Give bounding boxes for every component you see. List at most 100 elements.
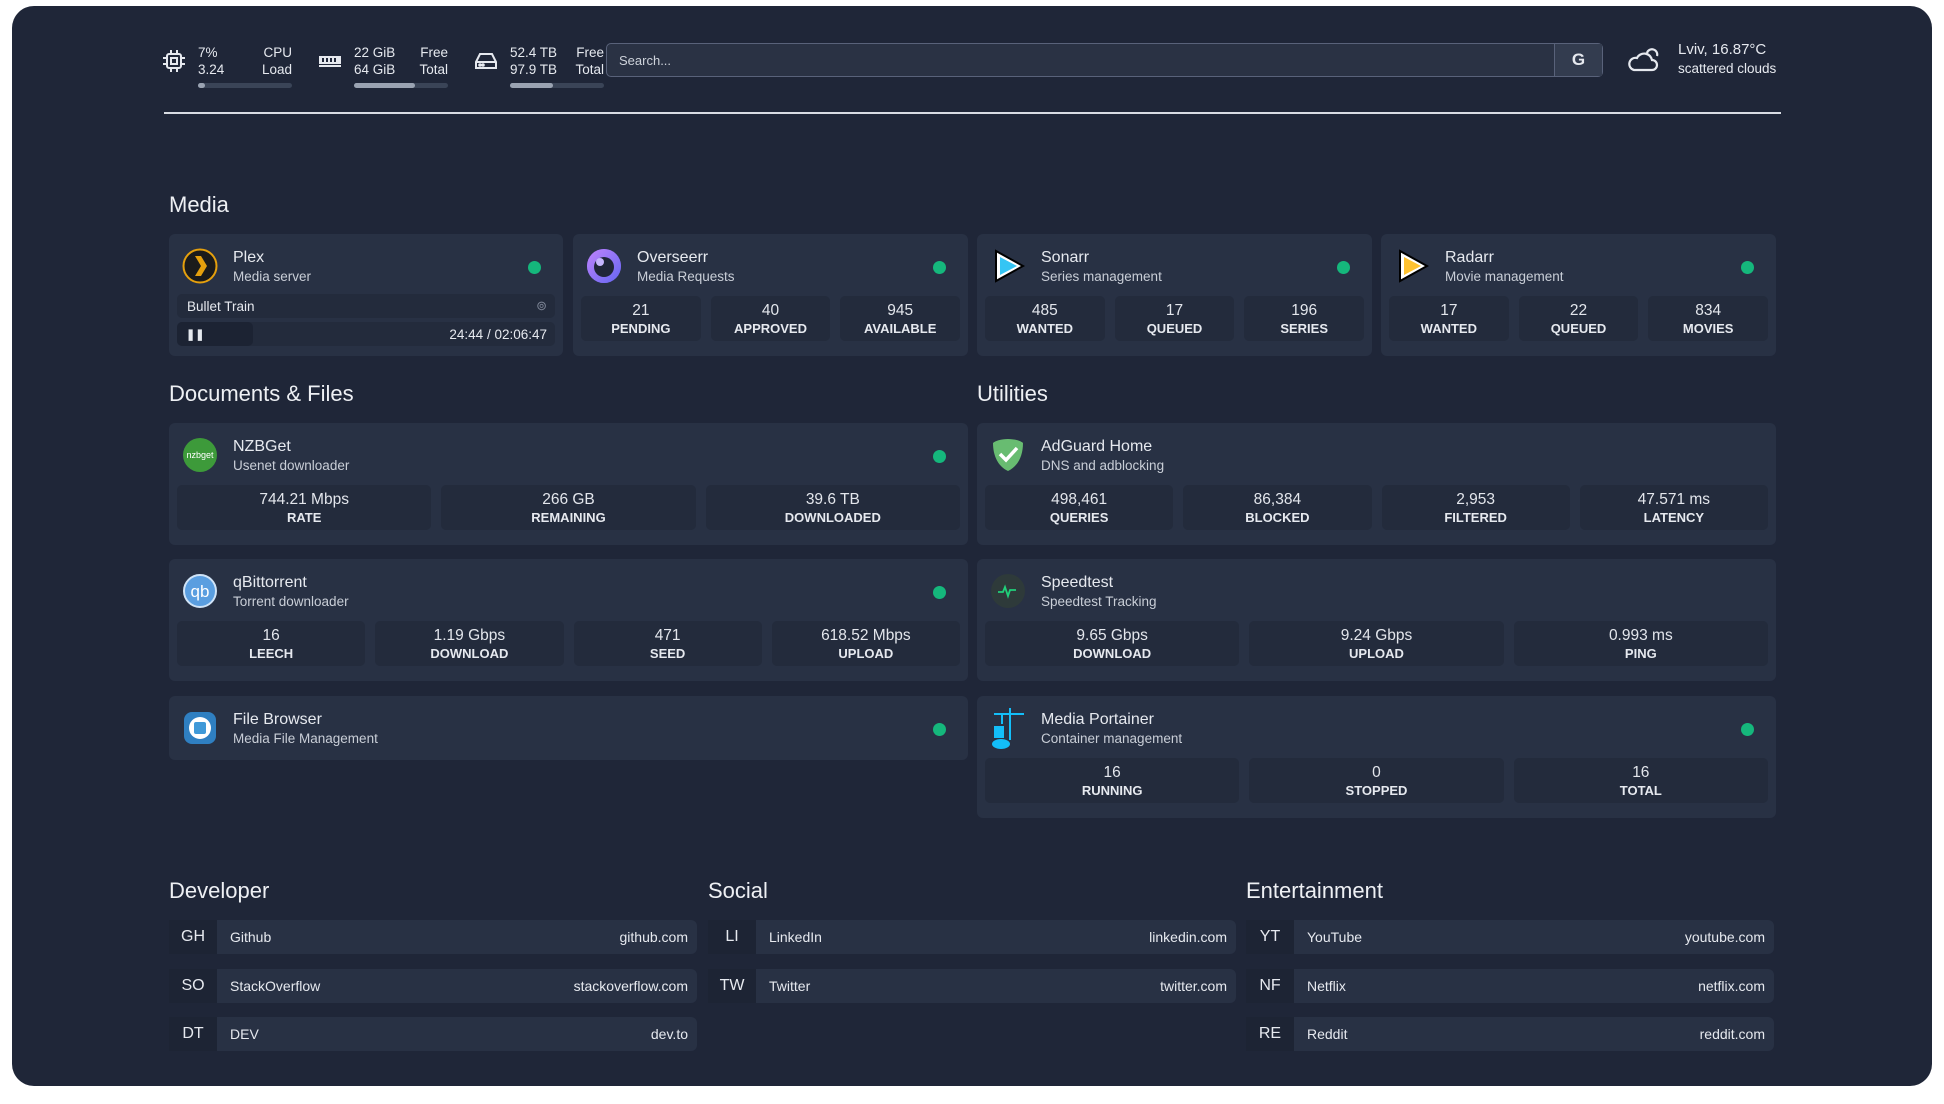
bookmark-netflix[interactable]: NF Netflix netflix.com [1246,968,1774,1003]
stat-block: 16 RUNNING [985,758,1240,803]
stat-value: 16 [1103,764,1121,781]
stat-label: STOPPED [1345,783,1408,798]
stat-block: 22 QUEUED [1518,296,1639,341]
service-card-radarr[interactable]: Radarr Movie management 17 WANTED 22 QUEUED 83… [1381,234,1776,356]
stat-label: WANTED [1016,321,1073,336]
stat-value: 266 GB [542,491,595,508]
bookmark-dev[interactable]: DT DEV dev.to [169,1017,697,1051]
stat-value: 86,384 [1253,491,1302,508]
cloud-icon [1628,48,1659,72]
dashboard [12,6,1932,1086]
section-documents: Documents & Files [169,381,354,406]
bookmark-url: twitter.com [1160,977,1227,994]
service-description: DNS and adblocking [1041,457,1165,473]
stats-row: 21 PENDING 40 APPROVED 945 AVAILABLE [581,296,961,341]
service-card-file-browser[interactable]: File Browser Media File Management [169,696,968,760]
stat-block: 1.19 Gbps DOWNLOAD [375,621,564,666]
radarr-icon [1393,247,1431,285]
cpu-icon [163,50,185,72]
bookmark-name: Reddit [1307,1026,1348,1042]
search-input[interactable] [607,44,1554,76]
bookmark-url: dev.to [650,1026,688,1042]
stat-block: 16 TOTAL [1513,758,1768,803]
stat-label: FILTERED [1444,510,1507,525]
stat-value: 40 [761,302,780,319]
service-description: Series management [1041,268,1162,284]
section-media: Media [169,192,229,217]
stat-value: 618.52 Mbps [821,627,911,644]
bookmark-abbr: YT [1246,920,1294,954]
stat-label: QUEUED [1146,321,1203,336]
stat-value: 17 [1165,302,1184,319]
memory-total: 64 GiB [354,62,396,77]
service-card-qbittorrent[interactable]: qb qBittorrent Torrent downloader 16 LEECH 1.… [169,559,968,681]
hard-drive-icon [475,53,497,69]
bookmark-twitter[interactable]: TW Twitter twitter.com [708,968,1236,1003]
bookmarks-developer: GH Github github.com SO StackOverflow stackov… [169,920,697,1066]
stat-label: AVAILABLE [863,321,937,336]
service-card-media-portainer[interactable]: Media Portainer Container management 16 RUN… [977,696,1776,818]
service-card-adguard-home[interactable]: AdGuard Home DNS and adblocking 498,461 QUE… [977,423,1776,545]
weather-condition: scattered clouds [1678,61,1777,76]
stats-row: 16 LEECH 1.19 Gbps DOWNLOAD 471 SEED 618.52 Mb… [177,621,960,666]
stat-label: RATE [286,510,322,525]
playback-time: 24:44 / 02:06:47 [449,326,547,342]
bookmark-name: Twitter [769,977,811,994]
stat-block: 498,461 QUERIES [985,485,1174,530]
stream-info-icon[interactable]: ⊚ [536,298,547,313]
stat-block: 471 SEED [573,621,762,666]
stat-block: 21 PENDING [581,296,701,341]
status-indicator [933,586,946,599]
stat-label: DOWNLOAD [1073,646,1152,661]
service-card-plex[interactable]: Plex Media server Bullet Train ⊚ ❚❚ 24:44 /… [169,234,563,356]
service-card-nzbget[interactable]: nzbget NZBGet Usenet downloader 744.21 Mbps… [169,423,968,545]
load-label: Load [261,62,292,77]
cpu-usage: 7% [198,45,218,60]
bookmark-youtube[interactable]: YT YouTube youtube.com [1246,920,1774,954]
stats-row: 485 WANTED 17 QUEUED 196 SERIES [985,296,1365,341]
stat-label: LEECH [249,646,294,661]
service-name: Plex [233,248,265,266]
sonarr-icon [989,247,1027,285]
stat-label: WANTED [1420,321,1477,336]
service-name: Sonarr [1041,248,1090,266]
stat-label: SERIES [1280,321,1329,336]
bookmark-github[interactable]: GH Github github.com [169,920,697,954]
stat-value: 471 [654,627,681,644]
service-name: NZBGet [233,437,291,455]
stat-label: QUERIES [1049,510,1109,525]
bookmark-reddit[interactable]: RE Reddit reddit.com [1246,1017,1774,1051]
bookmark-abbr: DT [169,1017,217,1051]
free-label: Free [420,45,448,60]
cpu-bar [198,83,292,88]
stat-value: 498,461 [1051,491,1108,508]
pause-icon[interactable]: ❚❚ [186,328,205,341]
bookmark-name: YouTube [1307,929,1363,945]
memory-widget: 22 GiB Free 64 GiB Total [318,44,448,88]
google-search-button[interactable]: G [1554,44,1602,76]
stat-block: 86,384 BLOCKED [1183,485,1372,530]
service-description: Torrent downloader [233,593,349,609]
stat-label: UPLOAD [1349,646,1404,661]
service-card-speedtest[interactable]: Speedtest Speedtest Tracking 9.65 Gbps DOWN… [977,559,1776,681]
bookmark-stackoverflow[interactable]: SO StackOverflow stackoverflow.com [169,968,697,1003]
bookmark-url: netflix.com [1698,977,1765,994]
nzbget-icon: nzbget [181,436,219,474]
service-card-sonarr[interactable]: Sonarr Series management 485 WANTED 17 QUEUED… [977,234,1372,356]
stats-row: 17 WANTED 22 QUEUED 834 MOVIES [1389,296,1769,341]
bookmark-name: DEV [230,1026,259,1042]
bookmarks-social: LI LinkedIn linkedin.com TW Twitter twitter.c… [708,920,1236,1017]
total-label: Total [575,62,604,77]
status-indicator [933,723,946,736]
bookmark-linkedin[interactable]: LI LinkedIn linkedin.com [708,920,1236,954]
stat-label: UPLOAD [838,646,894,661]
resource-bar: 7% CPU 3.24 Load 22 GiB Free 64 GiB Total 52.4… [162,40,620,88]
service-card-overseerr[interactable]: Overseerr Media Requests 21 PENDING 40 APPROV… [573,234,968,356]
bookmark-abbr: RE [1246,1017,1294,1051]
service-name: Speedtest [1041,573,1114,591]
bookmark-abbr: GH [169,920,217,954]
section-utilities: Utilities [977,381,1048,406]
stat-value: 22 [1569,302,1588,319]
service-description: Container management [1041,730,1183,746]
cpu-widget: 7% CPU 3.24 Load [162,44,292,88]
